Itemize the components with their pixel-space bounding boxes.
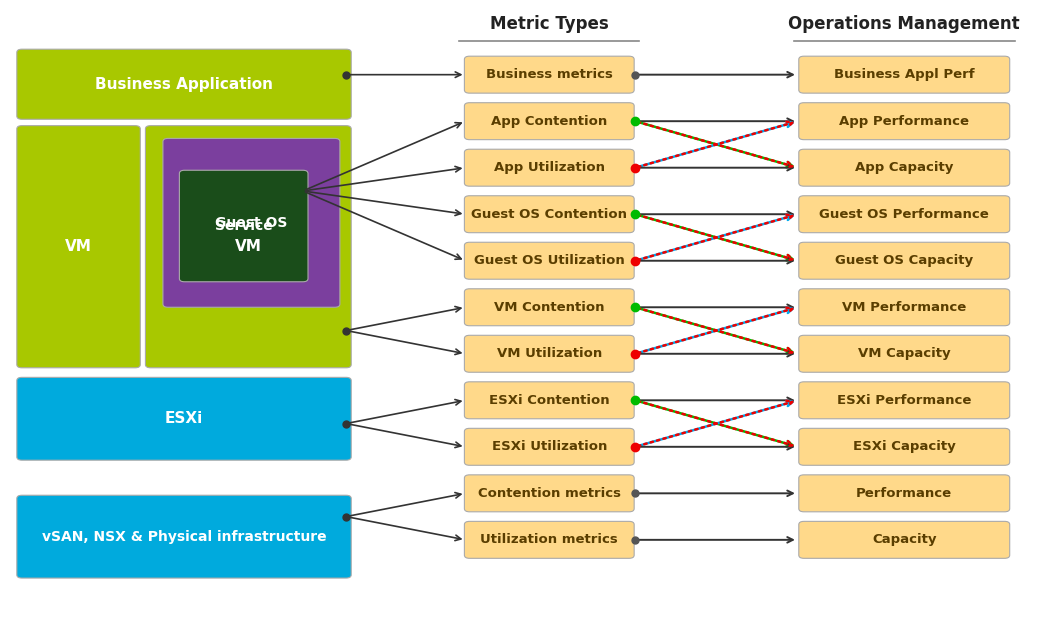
FancyBboxPatch shape <box>799 196 1009 233</box>
FancyBboxPatch shape <box>799 243 1009 279</box>
FancyBboxPatch shape <box>146 125 351 368</box>
Text: App Utilization: App Utilization <box>494 161 605 174</box>
FancyBboxPatch shape <box>17 125 140 368</box>
Text: Guest OS Utilization: Guest OS Utilization <box>474 254 625 268</box>
FancyBboxPatch shape <box>464 196 634 233</box>
FancyBboxPatch shape <box>799 475 1009 512</box>
FancyBboxPatch shape <box>464 522 634 558</box>
Text: App Performance: App Performance <box>839 115 969 128</box>
Text: ESXi Contention: ESXi Contention <box>489 394 610 407</box>
FancyBboxPatch shape <box>799 289 1009 326</box>
Text: Utilization metrics: Utilization metrics <box>480 533 618 547</box>
Text: Guest OS Contention: Guest OS Contention <box>472 208 628 221</box>
Text: VM Utilization: VM Utilization <box>497 348 602 360</box>
Text: Business metrics: Business metrics <box>486 68 613 81</box>
FancyBboxPatch shape <box>464 102 634 140</box>
FancyBboxPatch shape <box>17 495 351 578</box>
Text: Operations Management: Operations Management <box>788 15 1020 33</box>
FancyBboxPatch shape <box>464 56 634 93</box>
Text: Contention metrics: Contention metrics <box>478 487 620 500</box>
Text: VM: VM <box>65 239 92 254</box>
FancyBboxPatch shape <box>799 56 1009 93</box>
Text: App Capacity: App Capacity <box>855 161 954 174</box>
FancyBboxPatch shape <box>464 243 634 279</box>
FancyBboxPatch shape <box>799 335 1009 372</box>
Text: Metric Types: Metric Types <box>489 15 609 33</box>
Text: Service: Service <box>215 219 272 233</box>
Text: Business Appl Perf: Business Appl Perf <box>834 68 975 81</box>
Text: Performance: Performance <box>856 487 953 500</box>
FancyBboxPatch shape <box>799 102 1009 140</box>
Text: Capacity: Capacity <box>872 533 937 547</box>
FancyBboxPatch shape <box>799 382 1009 419</box>
Text: ESXi: ESXi <box>165 412 203 426</box>
Text: ESXi Capacity: ESXi Capacity <box>853 440 956 453</box>
Text: vSAN, NSX & Physical infrastructure: vSAN, NSX & Physical infrastructure <box>42 530 326 543</box>
Text: VM Contention: VM Contention <box>494 301 605 314</box>
FancyBboxPatch shape <box>464 475 634 512</box>
Text: Business Application: Business Application <box>95 77 274 92</box>
FancyBboxPatch shape <box>464 149 634 186</box>
FancyBboxPatch shape <box>179 170 308 282</box>
Text: VM: VM <box>235 239 262 254</box>
FancyBboxPatch shape <box>464 382 634 419</box>
FancyBboxPatch shape <box>464 289 634 326</box>
Text: ESXi Performance: ESXi Performance <box>837 394 971 407</box>
Text: App Contention: App Contention <box>492 115 608 128</box>
Text: VM Capacity: VM Capacity <box>858 348 951 360</box>
Text: ESXi Utilization: ESXi Utilization <box>492 440 607 453</box>
Text: Guest OS Capacity: Guest OS Capacity <box>835 254 974 268</box>
Text: VM Performance: VM Performance <box>843 301 966 314</box>
FancyBboxPatch shape <box>162 138 340 307</box>
FancyBboxPatch shape <box>799 522 1009 558</box>
FancyBboxPatch shape <box>464 335 634 372</box>
Text: Guest OS: Guest OS <box>215 216 287 230</box>
FancyBboxPatch shape <box>17 378 351 460</box>
Text: Guest OS Performance: Guest OS Performance <box>820 208 989 221</box>
FancyBboxPatch shape <box>464 428 634 465</box>
FancyBboxPatch shape <box>799 428 1009 465</box>
FancyBboxPatch shape <box>17 49 351 119</box>
FancyBboxPatch shape <box>799 149 1009 186</box>
